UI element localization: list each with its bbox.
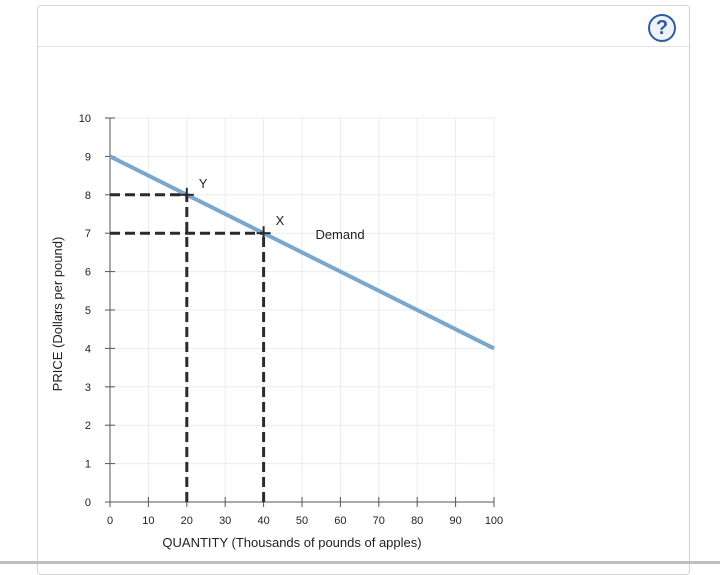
point-x-label: X	[276, 213, 285, 228]
y-tick-label: 2	[85, 420, 91, 432]
y-axis-title: PRICE (Dollars per pound)	[50, 237, 65, 392]
x-tick-label: 30	[219, 515, 231, 527]
x-tick-label: 10	[142, 515, 154, 527]
demand-curve	[109, 154, 495, 351]
x-tick-label: 0	[107, 515, 113, 527]
x-tick-label: 90	[449, 515, 461, 527]
x-tick-label: 80	[411, 515, 423, 527]
y-tick-label: 3	[85, 382, 91, 394]
y-tick-label: 6	[85, 267, 91, 279]
panel-divider	[38, 46, 689, 47]
y-tick-label: 0	[85, 497, 91, 509]
x-axis-title: QUANTITY (Thousands of pounds of apples)	[162, 535, 421, 550]
x-tick-label: 50	[296, 515, 308, 527]
point-y-label: Y	[199, 176, 208, 191]
y-tick-label: 4	[85, 343, 91, 355]
help-button[interactable]: ?	[648, 14, 676, 42]
x-tick-label: 20	[181, 515, 193, 527]
y-tick-label: 7	[85, 228, 91, 240]
question-panel	[37, 5, 690, 575]
y-tick-label: 9	[85, 151, 91, 163]
x-tick-label: 70	[373, 515, 385, 527]
y-tick-label: 10	[79, 113, 91, 125]
bottom-border	[0, 561, 720, 564]
x-tick-label: 60	[334, 515, 346, 527]
demand-curve-label: Demand	[315, 227, 364, 242]
y-tick-label: 1	[85, 459, 91, 471]
x-tick-label: 40	[257, 515, 269, 527]
y-tick-label: 5	[85, 305, 91, 317]
x-tick-label: 100	[485, 515, 503, 527]
y-tick-label: 8	[85, 190, 91, 202]
